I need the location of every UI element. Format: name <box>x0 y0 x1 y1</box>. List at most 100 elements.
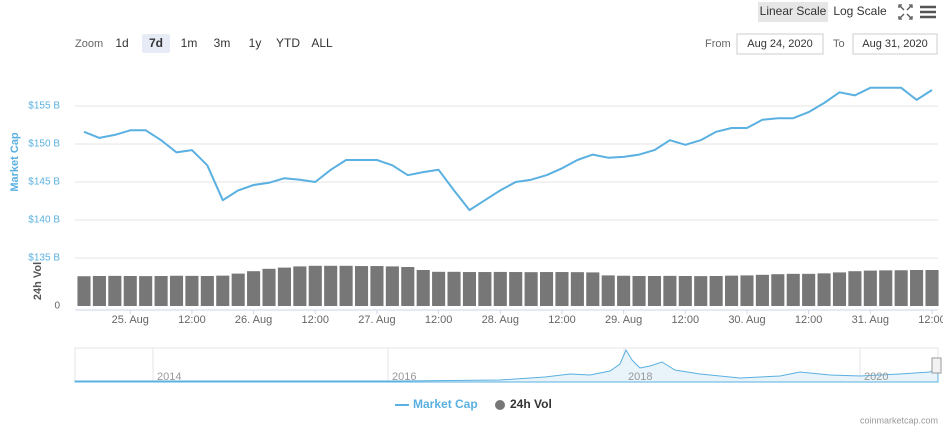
volume-bar <box>894 270 908 306</box>
zoom-button[interactable]: YTD <box>276 36 300 50</box>
zoom-button[interactable]: 1y <box>249 36 262 50</box>
volume-bar <box>678 276 692 306</box>
selected-bg <box>142 34 170 53</box>
y-axis-title: Market Cap <box>9 132 21 192</box>
volume-bar <box>802 273 816 306</box>
zoom-button[interactable]: 1m <box>181 36 198 50</box>
x-tick-label: 26. Aug <box>235 314 272 326</box>
volume-bar <box>169 275 184 306</box>
navigator-label: 2018 <box>628 371 652 383</box>
y-tick-label: $145 B <box>28 177 60 188</box>
fullscreen-icon[interactable] <box>898 4 913 20</box>
volume-bar <box>200 276 214 306</box>
volume-bar <box>663 275 677 306</box>
from-input[interactable] <box>736 33 824 55</box>
to-label: To <box>833 38 845 50</box>
zoom-label: Zoom <box>75 38 103 50</box>
y-tick-label: $135 B <box>28 253 60 264</box>
y2-tick-label: 0 <box>54 301 60 312</box>
volume-bar <box>216 275 230 306</box>
volume-bar <box>617 275 631 306</box>
volume-bar <box>771 274 785 306</box>
volume-bar <box>154 276 168 306</box>
volume-bar <box>478 272 492 306</box>
linear-scale-button[interactable]: Linear Scale <box>760 4 827 18</box>
volume-bar <box>139 276 153 306</box>
volume-bar <box>586 272 600 306</box>
navigator-handle[interactable] <box>931 357 942 374</box>
volume-bar <box>539 272 554 306</box>
volume-bar <box>401 267 415 306</box>
volume-bar <box>447 271 461 306</box>
credit: coinmarketcap.com <box>860 415 938 425</box>
volume-bar <box>354 266 369 306</box>
volume-bar <box>694 276 708 306</box>
x-tick-label: 25. Aug <box>112 314 149 326</box>
volume-bar <box>848 271 862 306</box>
date-range: From Aug 24, 2020 To Aug 31, 2020 <box>705 33 938 55</box>
x-tick-label: 12:00 <box>672 314 700 326</box>
x-tick-label: 31. Aug <box>852 314 889 326</box>
volume-bar <box>524 272 538 306</box>
volume-bar <box>339 265 353 306</box>
log-scale-button[interactable]: Log Scale <box>833 4 887 18</box>
volume-bar <box>416 270 430 306</box>
x-tick-label: 12:00 <box>302 314 330 326</box>
x-tick-label: 12:00 <box>795 314 823 326</box>
navigator-label: 2014 <box>157 371 181 383</box>
volume-bar <box>108 275 122 306</box>
volume-bar <box>308 265 322 306</box>
volume-bar <box>247 271 261 306</box>
volume-bar <box>185 275 199 306</box>
volume-bar <box>293 266 307 306</box>
x-tick-label: 27. Aug <box>358 314 395 326</box>
volume-bar <box>925 270 939 306</box>
volume-bar <box>231 273 245 306</box>
volume-bar <box>817 273 831 306</box>
zoom-button[interactable]: ALL <box>311 36 333 50</box>
y-tick-label: $155 B <box>28 101 60 112</box>
volume-bar <box>570 272 584 306</box>
volume-bar <box>123 276 137 306</box>
volume-bar <box>786 273 800 306</box>
navigator-label: 2016 <box>392 371 416 383</box>
zoom-button[interactable]: 3m <box>214 36 231 50</box>
y-tick-label: $140 B <box>28 215 60 226</box>
x-tick-label: 12:00 <box>918 314 943 326</box>
volume-bar <box>832 272 847 306</box>
from-label: From <box>705 38 731 50</box>
market-cap-line <box>83 86 933 212</box>
menu-icon[interactable] <box>920 5 936 19</box>
volume-bar <box>647 276 662 306</box>
x-tick-label: 29. Aug <box>605 314 642 326</box>
volume-bar <box>262 268 276 306</box>
volume-bar <box>709 276 723 306</box>
navigator-label: 2020 <box>864 371 888 383</box>
to-date[interactable]: Aug 31, 2020 <box>862 38 927 50</box>
volume-bar <box>910 270 924 306</box>
volume-bar <box>462 272 477 306</box>
scale-buttons: Linear Scale Log Scale <box>758 2 936 22</box>
volume-bar <box>509 272 523 306</box>
zoom-button[interactable]: 7d <box>149 36 163 50</box>
from-date[interactable]: Aug 24, 2020 <box>747 38 812 50</box>
legend-symbol <box>495 400 505 410</box>
legend-label[interactable]: Market Cap <box>413 397 478 411</box>
zoom-button[interactable]: 1d <box>115 36 128 50</box>
button-bg <box>758 2 828 22</box>
x-tick-label: 30. Aug <box>728 314 765 326</box>
volume-bar <box>555 272 569 306</box>
to-input[interactable] <box>852 33 938 55</box>
navigator: 2014 2016 2018 2020 <box>74 347 942 383</box>
volume-bar <box>493 271 507 306</box>
y-tick-label: $150 B <box>28 139 60 150</box>
volume-bar <box>324 265 338 306</box>
legend-label[interactable]: 24h Vol <box>510 397 552 411</box>
y2-axis-title: 24h Vol <box>32 262 44 300</box>
volume-bar <box>432 271 446 306</box>
volume-bar <box>740 275 754 306</box>
navigator-series <box>74 348 939 383</box>
volume-bar <box>385 266 399 306</box>
volume-bar <box>370 266 384 306</box>
